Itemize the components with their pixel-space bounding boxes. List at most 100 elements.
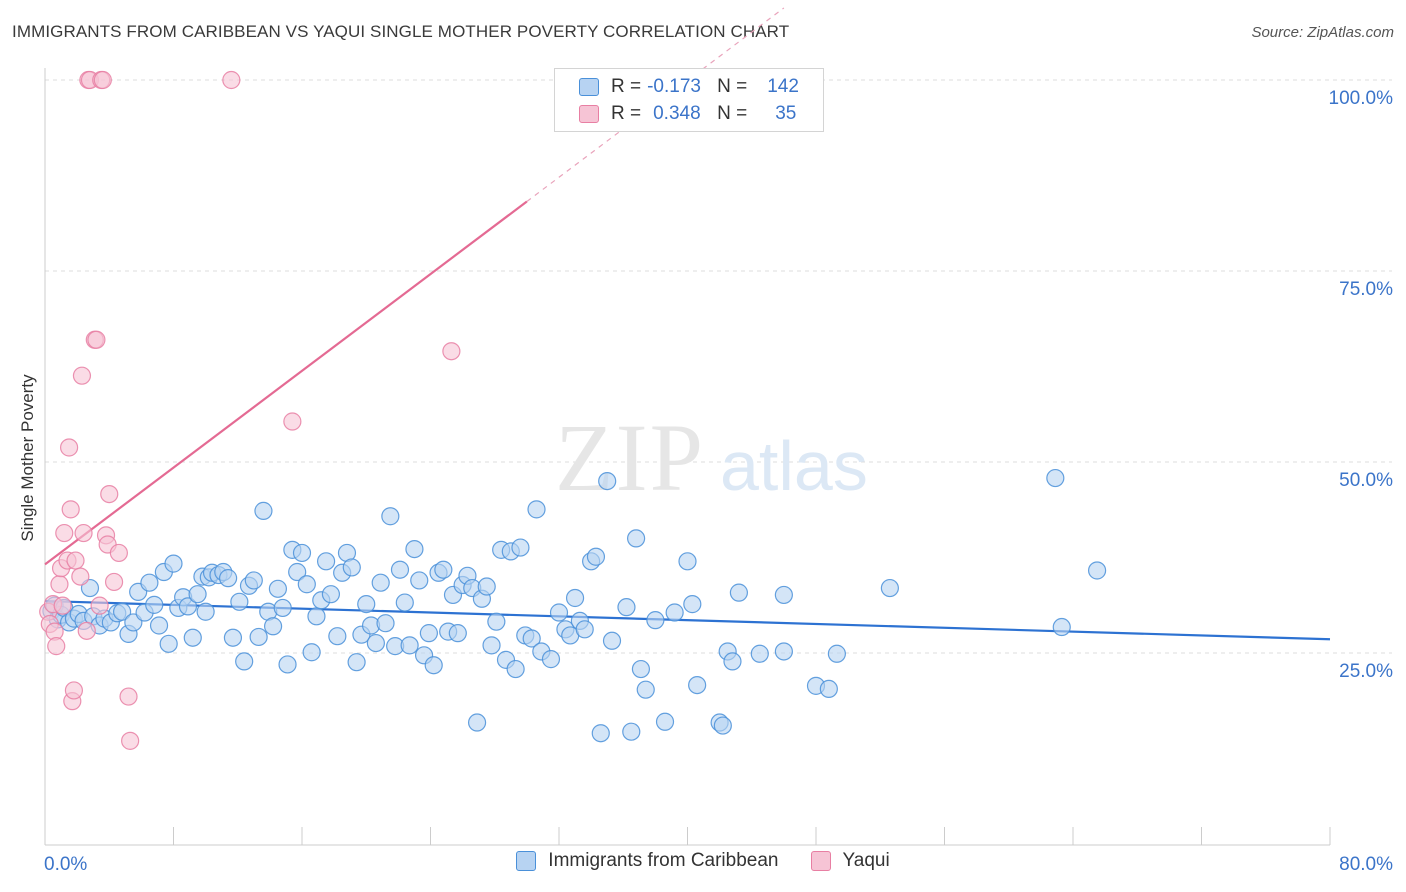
point-caribbean	[405, 539, 424, 559]
point-yaqui	[109, 543, 128, 563]
point-caribbean	[723, 652, 742, 671]
point-caribbean	[321, 585, 341, 604]
point-caribbean	[263, 617, 283, 636]
point-caribbean	[750, 644, 769, 663]
point-caribbean	[527, 500, 546, 519]
point-caribbean	[482, 636, 501, 655]
trend-line-caribbean	[44, 599, 1331, 641]
point-caribbean	[827, 644, 846, 663]
point-caribbean	[678, 552, 697, 571]
point-caribbean	[487, 612, 506, 631]
watermark: ZIP atlas	[555, 404, 868, 511]
y-axis-label: Single Mother Poverty	[18, 374, 37, 542]
stats-legend: R = -0.173 N = 142 R = 0.348 N = 35	[554, 68, 824, 132]
legend-n-label: N =	[717, 103, 748, 124]
point-caribbean	[268, 579, 288, 598]
point-yaqui	[66, 551, 85, 570]
point-caribbean	[235, 652, 254, 671]
point-yaqui	[50, 575, 69, 594]
point-caribbean	[188, 585, 207, 604]
watermark-atlas: atlas	[720, 427, 868, 505]
point-caribbean	[626, 529, 646, 548]
point-caribbean	[140, 573, 159, 592]
series-swatch-yaqui	[810, 851, 831, 871]
point-yaqui	[93, 70, 112, 90]
point-caribbean	[591, 724, 610, 743]
point-caribbean	[1046, 468, 1065, 488]
y-tick-label: 75.0%	[1339, 279, 1393, 300]
point-caribbean	[683, 595, 702, 614]
point-caribbean	[467, 713, 487, 732]
series-legend-caribbean: Immigrants from Caribbean	[516, 850, 779, 872]
y-tick-label: 50.0%	[1339, 470, 1393, 491]
x-tick-label: 0.0%	[44, 854, 87, 875]
point-caribbean	[347, 653, 366, 672]
point-caribbean	[622, 722, 641, 741]
point-caribbean	[149, 616, 169, 635]
legend-row-yaqui: R = 0.348 N = 35	[579, 102, 796, 126]
series-name-yaqui: Yaqui	[842, 850, 890, 871]
point-caribbean	[541, 650, 561, 669]
point-caribbean	[183, 628, 202, 647]
legend-row-caribbean: R = -0.173 N = 142	[579, 75, 799, 99]
series-swatch-caribbean	[516, 851, 537, 871]
point-caribbean	[230, 592, 249, 611]
point-caribbean	[477, 577, 496, 596]
point-caribbean	[410, 571, 429, 590]
point-yaqui	[87, 330, 106, 349]
legend-swatch-caribbean	[579, 78, 599, 96]
legend-n-value: 35	[775, 103, 797, 124]
point-yaqui	[47, 637, 66, 656]
point-caribbean	[292, 543, 312, 563]
point-caribbean	[273, 598, 292, 618]
point-caribbean	[288, 562, 307, 582]
point-caribbean	[819, 679, 838, 699]
point-caribbean	[196, 602, 215, 621]
x-tick-label: 80.0%	[1339, 854, 1393, 875]
point-caribbean	[586, 547, 606, 566]
chart-title: IMMIGRANTS FROM CARIBBEAN VS YAQUI SINGL…	[12, 22, 790, 41]
series-legend-yaqui: Yaqui	[810, 850, 890, 872]
point-caribbean	[688, 675, 707, 695]
point-yaqui	[72, 366, 92, 385]
point-caribbean	[713, 716, 732, 735]
axes	[44, 68, 1331, 846]
point-caribbean	[316, 552, 336, 571]
point-caribbean	[522, 629, 541, 648]
legend-r-value: -0.173	[647, 76, 701, 97]
y-tick-label: 100.0%	[1329, 88, 1394, 109]
point-yaqui	[283, 412, 302, 431]
legend-n-value: 142	[767, 76, 799, 97]
legend-r-label: R =	[611, 103, 642, 124]
point-yaqui	[222, 70, 241, 90]
legend-n-label: N =	[717, 76, 748, 97]
point-caribbean	[278, 655, 297, 674]
point-caribbean	[297, 575, 316, 594]
point-caribbean	[371, 573, 390, 592]
source-label: Source: ZipAtlas.com	[1251, 24, 1394, 41]
point-caribbean	[381, 507, 400, 526]
point-caribbean	[145, 595, 164, 614]
y-tick-label: 25.0%	[1339, 661, 1393, 682]
point-yaqui	[74, 523, 93, 543]
point-caribbean	[244, 571, 263, 590]
point-caribbean	[178, 597, 198, 616]
point-yaqui	[121, 731, 140, 750]
point-yaqui	[64, 681, 84, 700]
point-yaqui	[55, 523, 74, 543]
point-caribbean	[366, 633, 385, 653]
point-caribbean	[424, 656, 443, 675]
point-caribbean	[376, 614, 395, 633]
grid-lines	[45, 79, 1392, 654]
point-caribbean	[342, 558, 361, 577]
legend-swatch-yaqui	[579, 105, 599, 123]
point-yaqui	[90, 596, 109, 615]
point-caribbean	[617, 598, 636, 617]
point-caribbean	[112, 602, 132, 621]
point-caribbean	[307, 607, 326, 626]
point-caribbean	[602, 631, 622, 650]
point-caribbean	[390, 560, 410, 579]
point-caribbean	[400, 636, 419, 655]
legend-r-label: R =	[611, 76, 642, 97]
